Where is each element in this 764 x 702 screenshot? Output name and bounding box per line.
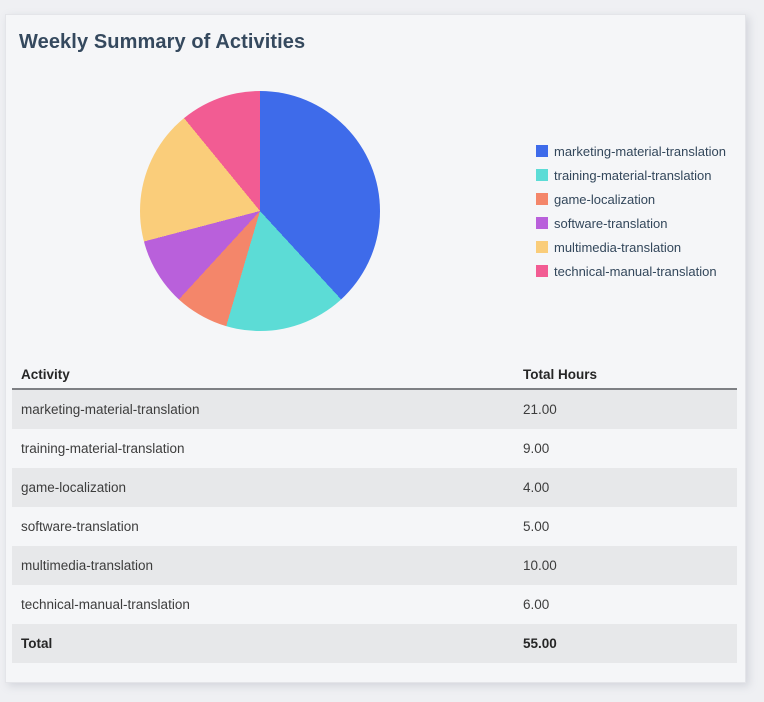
table-header-row: Activity Total Hours: [12, 360, 737, 390]
table-row: multimedia-translation 10.00: [12, 546, 737, 585]
total-label: Total: [21, 636, 53, 651]
legend-item: game-localization: [536, 187, 726, 211]
legend-label: game-localization: [554, 191, 656, 207]
hours-cell: 5.00: [523, 519, 550, 534]
chart-legend: marketing-material-translation training-m…: [536, 139, 726, 283]
table-header-total-hours: Total Hours: [523, 366, 597, 382]
legend-item: training-material-translation: [536, 163, 726, 187]
hours-cell: 4.00: [523, 480, 550, 495]
activity-cell: software-translation: [21, 519, 139, 534]
legend-item: technical-manual-translation: [536, 259, 726, 283]
legend-swatch-icon: [536, 193, 548, 205]
table-header-activity: Activity: [21, 366, 70, 382]
activity-cell: game-localization: [21, 480, 127, 495]
hours-cell: 9.00: [523, 441, 550, 456]
table-body: marketing-material-translation 21.00 train…: [12, 390, 737, 624]
total-hours-value: 55.00: [523, 636, 557, 651]
legend-label: software-translation: [554, 215, 668, 231]
legend-swatch-icon: [536, 241, 548, 253]
hours-cell: 21.00: [523, 402, 557, 417]
table-row: technical-manual-translation 6.00: [12, 585, 737, 624]
legend-item: marketing-material-translation: [536, 139, 726, 163]
legend-label: training-material-translation: [554, 167, 712, 183]
page-title: Weekly Summary of Activities: [19, 31, 306, 53]
table-row: training-material-translation 9.00: [12, 429, 737, 468]
table-row: game-localization 4.00: [12, 468, 737, 507]
hours-cell: 6.00: [523, 597, 550, 612]
legend-swatch-icon: [536, 145, 548, 157]
legend-item: software-translation: [536, 211, 726, 235]
chart-section: marketing-material-translation training-m…: [12, 82, 737, 340]
activity-table: Activity Total Hours marketing-material-…: [12, 360, 737, 663]
hours-cell: 10.00: [523, 558, 557, 573]
table-total-row: Total 55.00: [12, 624, 737, 663]
legend-swatch-icon: [536, 217, 548, 229]
activity-cell: training-material-translation: [21, 441, 185, 456]
activity-cell: technical-manual-translation: [21, 597, 190, 612]
table-row: software-translation 5.00: [12, 507, 737, 546]
legend-label: multimedia-translation: [554, 239, 682, 255]
legend-swatch-icon: [536, 265, 548, 277]
legend-label: marketing-material-translation: [554, 143, 726, 159]
pie-chart: [140, 91, 380, 331]
legend-label: technical-manual-translation: [554, 263, 717, 279]
legend-swatch-icon: [536, 169, 548, 181]
activity-cell: marketing-material-translation: [21, 402, 200, 417]
activity-cell: multimedia-translation: [21, 558, 154, 573]
table-row: marketing-material-translation 21.00: [12, 390, 737, 429]
summary-card: Weekly Summary of Activities marketing-m…: [5, 14, 746, 683]
legend-item: multimedia-translation: [536, 235, 726, 259]
